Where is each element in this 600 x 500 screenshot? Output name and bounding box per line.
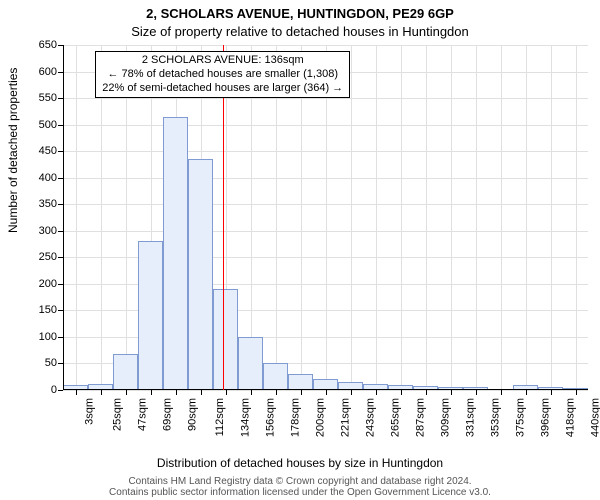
callout-box: 2 SCHOLARS AVENUE: 136sqm← 78% of detach… <box>95 51 350 98</box>
xtick-label: 309sqm <box>439 398 451 437</box>
ytick-label: 550 <box>39 92 63 104</box>
xtick-mark <box>326 390 327 395</box>
ytick-label: 150 <box>39 304 63 316</box>
xtick-label: 112sqm <box>214 398 226 436</box>
chart-title-line2: Size of property relative to detached ho… <box>0 24 600 39</box>
xtick-label: 69sqm <box>161 398 173 431</box>
xtick-label: 221sqm <box>339 398 351 437</box>
ytick-label: 250 <box>39 251 63 263</box>
x-axis-label: Distribution of detached houses by size … <box>0 456 600 470</box>
ytick-label: 350 <box>39 198 63 210</box>
grid-line <box>76 45 77 390</box>
grid-line <box>426 45 427 390</box>
xtick-label: 287sqm <box>414 398 426 437</box>
grid-line <box>501 45 502 390</box>
ytick-label: 300 <box>39 225 63 237</box>
histogram-bar <box>238 337 263 390</box>
ytick-label: 650 <box>39 39 63 51</box>
xtick-label: 440sqm <box>589 398 600 437</box>
xtick-label: 90sqm <box>186 398 198 431</box>
grid-line <box>401 45 402 390</box>
xtick-mark <box>401 390 402 395</box>
xtick-mark <box>551 390 552 395</box>
ytick-label: 50 <box>45 357 63 369</box>
xtick-label: 47sqm <box>136 398 148 431</box>
xtick-label: 134sqm <box>239 398 251 437</box>
xtick-mark <box>176 390 177 395</box>
chart-container: 2, SCHOLARS AVENUE, HUNTINGDON, PE29 6GP… <box>0 0 600 500</box>
xtick-mark <box>126 390 127 395</box>
xtick-label: 178sqm <box>289 398 301 437</box>
footnote-line2: Contains public sector information licen… <box>109 487 491 498</box>
xtick-label: 200sqm <box>314 398 326 437</box>
xtick-mark <box>251 390 252 395</box>
ytick-label: 600 <box>39 66 63 78</box>
chart-title-line1: 2, SCHOLARS AVENUE, HUNTINGDON, PE29 6GP <box>0 6 600 21</box>
xtick-label: 243sqm <box>364 398 376 437</box>
xtick-mark <box>151 390 152 395</box>
ytick-label: 200 <box>39 278 63 290</box>
xtick-label: 331sqm <box>464 398 476 437</box>
histogram-bar <box>113 354 138 390</box>
plot-area: 0501001502002503003504004505005506006503… <box>63 45 588 390</box>
xtick-label: 3sqm <box>83 398 95 425</box>
grid-line <box>476 45 477 390</box>
histogram-bar <box>163 117 188 390</box>
xtick-mark <box>576 390 577 395</box>
ytick-label: 400 <box>39 172 63 184</box>
xtick-mark <box>526 390 527 395</box>
xtick-mark <box>276 390 277 395</box>
xtick-mark <box>351 390 352 395</box>
histogram-bar <box>138 241 163 390</box>
xtick-mark <box>101 390 102 395</box>
xtick-label: 156sqm <box>264 398 276 437</box>
xtick-mark <box>451 390 452 395</box>
ytick-label: 500 <box>39 119 63 131</box>
grid-line <box>351 45 352 390</box>
xtick-mark <box>376 390 377 395</box>
xtick-label: 418sqm <box>564 398 576 437</box>
grid-line <box>451 45 452 390</box>
ytick-label: 450 <box>39 145 63 157</box>
xtick-mark <box>76 390 77 395</box>
xtick-mark <box>501 390 502 395</box>
grid-line <box>376 45 377 390</box>
footnote: Contains HM Land Registry data © Crown c… <box>0 476 600 498</box>
xtick-label: 375sqm <box>514 398 526 437</box>
y-axis-line <box>63 45 64 390</box>
x-axis-line <box>63 389 588 390</box>
xtick-mark <box>476 390 477 395</box>
y-axis-label: Number of detached properties <box>6 68 20 233</box>
xtick-label: 396sqm <box>539 398 551 437</box>
xtick-label: 25sqm <box>111 398 123 431</box>
histogram-bar <box>288 374 313 390</box>
callout-line: ← 78% of detached houses are smaller (1,… <box>102 68 343 82</box>
histogram-bar <box>213 289 238 390</box>
callout-line: 22% of semi-detached houses are larger (… <box>102 82 343 96</box>
xtick-mark <box>201 390 202 395</box>
ytick-label: 0 <box>51 384 63 396</box>
histogram-bar <box>263 363 288 390</box>
callout-line: 2 SCHOLARS AVENUE: 136sqm <box>102 54 343 68</box>
xtick-label: 265sqm <box>389 398 401 437</box>
grid-line <box>526 45 527 390</box>
xtick-mark <box>301 390 302 395</box>
histogram-bar <box>188 159 213 390</box>
ytick-label: 100 <box>39 331 63 343</box>
xtick-mark <box>226 390 227 395</box>
grid-line <box>551 45 552 390</box>
xtick-mark <box>426 390 427 395</box>
footnote-line1: Contains HM Land Registry data © Crown c… <box>128 476 471 487</box>
xtick-label: 353sqm <box>489 398 501 437</box>
grid-line <box>576 45 577 390</box>
